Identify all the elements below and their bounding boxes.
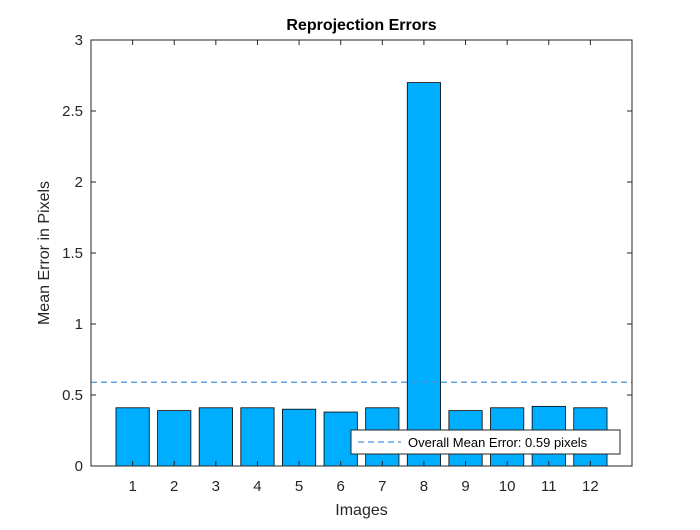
chart-title: Reprojection Errors: [286, 17, 436, 34]
y-tick-label: 3: [75, 32, 83, 49]
x-tick-label: 9: [461, 478, 469, 495]
x-tick-label: 1: [128, 478, 136, 495]
legend: Overall Mean Error: 0.59 pixels: [350, 429, 621, 455]
bar-image-8: [406, 82, 441, 467]
x-tick-label: 5: [295, 478, 303, 495]
x-tick-label: 12: [582, 478, 599, 495]
x-tick-label: 3: [212, 478, 220, 495]
y-tick-label: 0: [75, 458, 83, 475]
y-tick-label: 2: [75, 174, 83, 191]
plot-area-frame: [90, 39, 633, 467]
y-axis-label: Mean Error in Pixels: [36, 181, 53, 325]
x-tick-label: 7: [378, 478, 386, 495]
x-tick-label: 11: [541, 478, 557, 495]
x-tick-label: 2: [170, 478, 178, 495]
bar-image-1: [115, 407, 150, 467]
bar-image-2: [157, 410, 192, 467]
axes-group: [90, 39, 633, 467]
bar-image-5: [282, 408, 317, 467]
bar-image-4: [240, 407, 275, 467]
y-tick-label: 0.5: [62, 387, 83, 404]
bar-image-3: [198, 407, 233, 467]
bars-group: [115, 82, 608, 467]
y-tick-label: 1: [75, 316, 83, 333]
x-tick-label: 10: [499, 478, 516, 495]
x-tick-label: 6: [337, 478, 345, 495]
x-axis-label: Images: [335, 502, 387, 519]
x-tick-label: 8: [420, 478, 428, 495]
legend-box: [350, 429, 621, 455]
y-tick-label: 2.5: [62, 103, 83, 120]
x-tick-label: 4: [253, 478, 261, 495]
y-tick-label: 1.5: [62, 245, 83, 262]
legend-entry-overall-mean-error: Overall Mean Error: 0.59 pixels: [408, 435, 588, 450]
